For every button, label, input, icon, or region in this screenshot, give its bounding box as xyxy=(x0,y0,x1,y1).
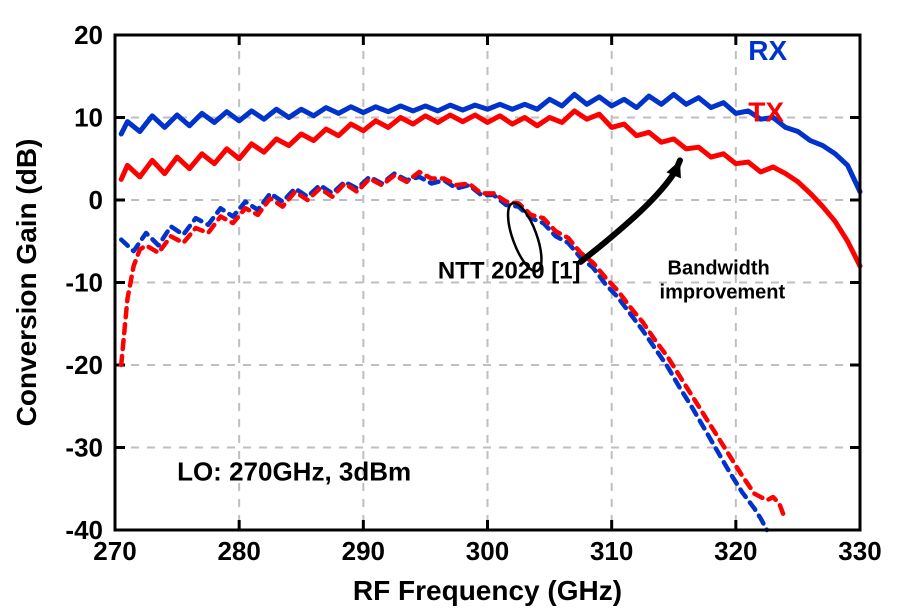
y-tick-label: -40 xyxy=(65,515,103,545)
tx-label: TX xyxy=(748,97,784,128)
x-tick-label: 280 xyxy=(217,536,260,566)
x-tick-label: 300 xyxy=(466,536,509,566)
y-tick-label: 10 xyxy=(74,103,103,133)
bandwidth-label-2: improvement xyxy=(660,281,786,303)
y-axis-label: Conversion Gain (dB) xyxy=(11,139,42,427)
y-tick-label: -20 xyxy=(65,350,103,380)
bandwidth-label-1: Bandwidth xyxy=(668,257,770,279)
conversion-gain-chart: 270280290300310320330-40-30-20-1001020RF… xyxy=(0,0,900,615)
x-tick-label: 290 xyxy=(342,536,385,566)
x-tick-label: 310 xyxy=(590,536,633,566)
y-tick-label: -10 xyxy=(65,268,103,298)
x-tick-label: 330 xyxy=(838,536,881,566)
x-tick-label: 320 xyxy=(714,536,757,566)
x-axis-label: RF Frequency (GHz) xyxy=(353,575,622,606)
rx-label: RX xyxy=(748,35,787,66)
y-tick-label: 0 xyxy=(89,185,103,215)
ntt-label: NTT 2020 [1] xyxy=(438,257,581,284)
y-tick-label: 20 xyxy=(74,20,103,50)
lo-text: LO: 270GHz, 3dBm xyxy=(177,457,411,487)
y-tick-label: -30 xyxy=(65,433,103,463)
